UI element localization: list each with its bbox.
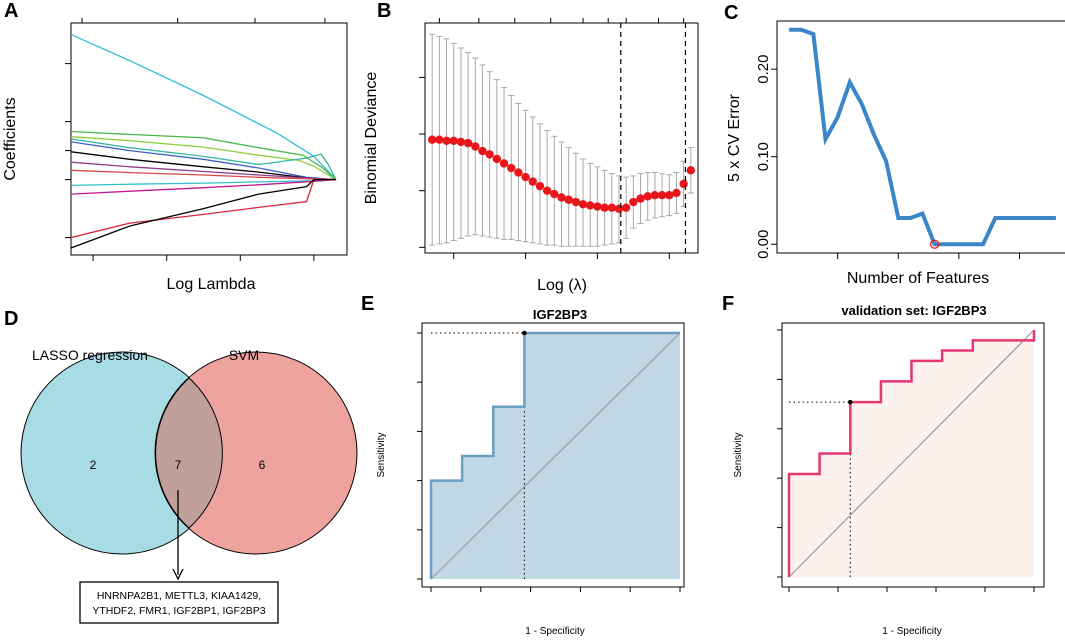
deviance-point [614, 204, 624, 214]
panel-b-ylabel: Binomial Deviance [363, 72, 380, 205]
venn-lasso-label: LASSO regression [32, 347, 148, 363]
coef-path-coef-green [71, 130, 337, 181]
panel-c-cv-error: 0.00 0.10 0.20 5 x CV Error Number of Feat… [726, 20, 1065, 287]
venn-overlap-region [155, 378, 223, 528]
min-error-marker [929, 239, 940, 249]
roc-curve [429, 331, 680, 579]
deviance-point [586, 201, 595, 210]
panel-a-coefficient-paths: Log Lambda Coefficients [2, 18, 348, 293]
deviance-point [435, 135, 444, 144]
panel-label-d: D [4, 308, 18, 330]
panel-a-ylabel: Coefficients [2, 97, 19, 180]
panel-e-frame [421, 322, 685, 588]
deviance-point [456, 137, 466, 147]
venn-overlap-edge-right [188, 377, 223, 529]
deviance-point [607, 203, 616, 212]
deviance-point [507, 163, 516, 173]
deviance-point [557, 193, 566, 202]
panel-f-xlabel: 1 - Specificity [882, 626, 941, 637]
deviance-point [535, 181, 545, 191]
deviance-point [499, 159, 509, 168]
coef-path-coef-cyan-1 [71, 34, 337, 181]
venn-overlap-edge-left [155, 377, 190, 529]
deviance-point [593, 202, 602, 211]
panel-c-frame [776, 20, 1065, 254]
deviance-point [521, 172, 530, 182]
roc-diagonal [788, 329, 1035, 578]
coef-path-coef-black-neg [71, 178, 336, 249]
deviance-point [442, 136, 451, 146]
deviance-point [528, 177, 537, 186]
deviance-point [542, 186, 552, 195]
deviance-point [485, 150, 494, 159]
c-ytick-label: 0.00 [755, 230, 772, 259]
roc-curve [787, 330, 1036, 577]
deviance-point [629, 197, 638, 207]
roc-diagonal [430, 332, 681, 580]
panel-b-xlabel: Log (λ) [537, 277, 587, 294]
coef-path-coef-teal [71, 138, 337, 180]
deviance-point [449, 136, 458, 146]
panel-label-f: F [722, 293, 734, 315]
panel-label-b: B [377, 0, 391, 22]
deviance-point [578, 200, 588, 209]
deviance-point [550, 189, 559, 199]
panel-f-ylabel: Sensitivity [733, 432, 744, 477]
deviance-point [471, 142, 480, 151]
deviance-point [665, 191, 674, 200]
deviance-point [600, 203, 609, 212]
venn-overlap-count: 7 [175, 458, 182, 472]
deviance-point [672, 188, 681, 198]
deviance-point [571, 197, 581, 207]
coef-path-coef-lightgreen [71, 136, 337, 181]
panel-f-frame [781, 322, 1045, 588]
venn-arrow-head-icon [172, 568, 184, 581]
panel-f-title: validation set: IGF2BP3 [841, 303, 986, 318]
deviance-point [657, 191, 667, 200]
coef-path-coef-purple-top [71, 161, 337, 181]
venn-svm-label: SVM [229, 347, 259, 363]
panel-e-roc: IGF2BP3 1 - Specificity Sensitivity [376, 307, 685, 637]
c-ytick-label: 0.20 [755, 55, 772, 84]
panel-f-roc-validation: validation set: IGF2BP3 1 - Specificity … [733, 303, 1045, 637]
panel-a-xlabel: Log Lambda [167, 276, 256, 293]
c-ytick-label: 0.10 [755, 142, 772, 171]
roc-threshold-point [522, 330, 527, 336]
gene-list-box [79, 581, 279, 624]
coef-path-coef-magenta [71, 178, 337, 195]
deviance-point [650, 191, 660, 200]
deviance-point [643, 192, 652, 201]
panel-b-cv-deviance: Binomial Deviance Log (λ) [363, 18, 699, 294]
panel-e-ylabel: Sensitivity [376, 432, 387, 477]
panel-e-title: IGF2BP3 [533, 307, 587, 322]
panel-b-frame [424, 22, 699, 254]
panel-d-venn: LASSO regression SVM 2 7 6 HNRNPA2B1, ME… [20, 347, 358, 624]
panel-c-xlabel: Number of Features [847, 270, 989, 287]
deviance-point [686, 166, 696, 175]
venn-lasso-only-count: 2 [90, 458, 97, 472]
deviance-point [427, 135, 437, 144]
venn-svm-only-count: 6 [259, 458, 266, 472]
panel-c-ylabel: 5 x CV Error [726, 93, 743, 182]
gene-list-line-2: YTHDF2, FMR1, IGF2BP1, IGF2BP3 [92, 605, 265, 617]
roc-threshold-point [847, 399, 853, 405]
panel-label-a: A [4, 0, 18, 22]
cv-error-line [789, 27, 1056, 247]
panel-label-c: C [724, 2, 738, 24]
deviance-point [636, 194, 645, 203]
deviance-point [564, 195, 573, 204]
panel-e-xlabel: 1 - Specificity [525, 626, 584, 637]
deviance-point [621, 203, 631, 212]
deviance-point [492, 154, 502, 164]
panel-label-e: E [361, 293, 374, 315]
deviance-point [463, 138, 473, 148]
gene-list-line-1: HNRNPA2B1, METTL3, KIAA1429, [97, 590, 261, 602]
deviance-point [679, 179, 688, 189]
deviance-point [478, 146, 487, 156]
deviance-point [514, 168, 523, 177]
